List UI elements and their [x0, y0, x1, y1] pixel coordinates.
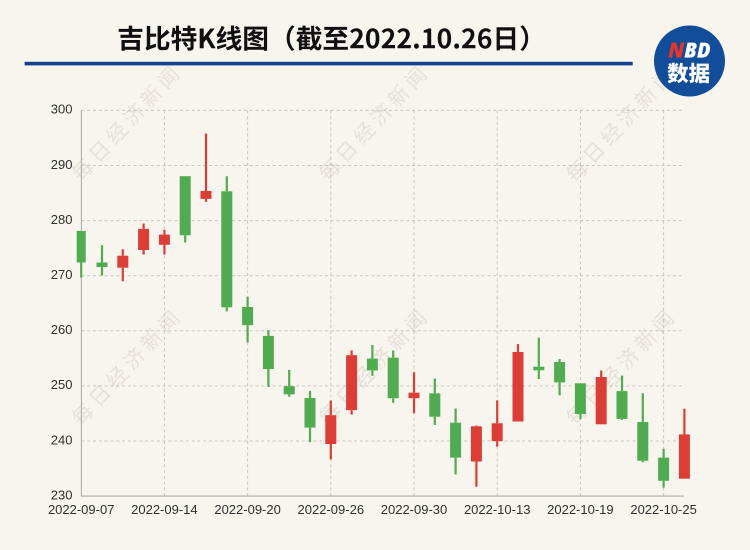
svg-text:2022-09-07: 2022-09-07: [48, 502, 115, 517]
svg-text:2022-09-20: 2022-09-20: [214, 502, 281, 517]
svg-text:290: 290: [51, 157, 73, 172]
svg-text:2022-09-30: 2022-09-30: [381, 502, 448, 517]
svg-text:250: 250: [51, 377, 73, 392]
svg-text:240: 240: [51, 432, 73, 447]
svg-text:280: 280: [51, 212, 73, 227]
svg-text:2022-10-25: 2022-10-25: [630, 502, 697, 517]
svg-text:300: 300: [51, 102, 73, 117]
svg-text:2022-10-13: 2022-10-13: [464, 502, 531, 517]
svg-text:230: 230: [51, 487, 73, 502]
svg-text:2022-09-14: 2022-09-14: [131, 502, 198, 517]
svg-text:2022-10-19: 2022-10-19: [547, 502, 614, 517]
svg-text:260: 260: [51, 322, 73, 337]
svg-text:270: 270: [51, 267, 73, 282]
svg-text:2022-09-26: 2022-09-26: [298, 502, 365, 517]
